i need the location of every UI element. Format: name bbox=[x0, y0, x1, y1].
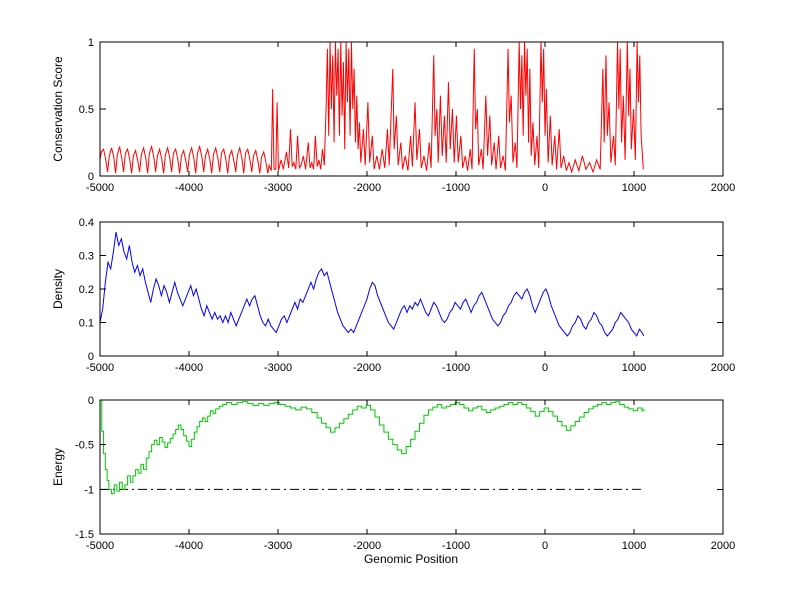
plot-background bbox=[100, 222, 723, 356]
x-tick-label: 1000 bbox=[622, 182, 646, 194]
axes-box bbox=[99, 221, 724, 357]
series-density bbox=[99, 231, 645, 337]
x-tick-label: -1000 bbox=[442, 182, 470, 194]
xlabel-genomic-position: Genomic Position bbox=[364, 552, 458, 566]
x-tick-label: -2000 bbox=[353, 182, 381, 194]
x-tick-label: -2000 bbox=[353, 362, 381, 374]
ylabel-density: Density bbox=[51, 269, 65, 309]
series-conservation bbox=[99, 41, 644, 174]
subplot-energy: -5000 -4000 -3000 -2000 -1000 0 1000 2000 -1.5 -1… bbox=[75, 395, 735, 552]
y-tick-label: 1 bbox=[88, 37, 94, 49]
subplot-density: -5000 -4000 -3000 -2000 -1000 0 1000 2000 0 0.1 0.… bbox=[79, 217, 736, 374]
x-tick-label: 1000 bbox=[622, 540, 646, 552]
y-tick-label: 0.2 bbox=[79, 284, 94, 296]
y-tick-label: 0 bbox=[88, 351, 94, 363]
x-tick-label: 1000 bbox=[622, 362, 646, 374]
x-tick-label: 2000 bbox=[711, 362, 735, 374]
x-tick-label: -2000 bbox=[353, 540, 381, 552]
x-tick-label: -4000 bbox=[175, 540, 203, 552]
x-tick-label: -3000 bbox=[264, 182, 292, 194]
ylabel-conservation-score: Conservation Score bbox=[51, 56, 65, 162]
x-tick-label: 0 bbox=[542, 362, 548, 374]
x-tick-label: -3000 bbox=[264, 540, 292, 552]
y-tick-label: 0 bbox=[88, 171, 94, 183]
y-tick-label: -1 bbox=[84, 484, 94, 496]
axes-box bbox=[99, 41, 724, 177]
x-tick-label: -1000 bbox=[442, 362, 470, 374]
ylabel-energy: Energy bbox=[51, 448, 65, 486]
y-tick-label: 0.1 bbox=[79, 318, 94, 330]
x-tick-label: -5000 bbox=[86, 362, 114, 374]
subplot-conservation-score: -5000 -4000 -3000 -2000 -1000 0 1000 2000 0 0.5 1 bbox=[79, 37, 736, 194]
x-tick-label: -5000 bbox=[86, 540, 114, 552]
y-tick-label: 0.3 bbox=[79, 251, 94, 263]
x-tick-label: 2000 bbox=[711, 182, 735, 194]
x-tick-label: -3000 bbox=[264, 362, 292, 374]
x-tick-label: 0 bbox=[542, 540, 548, 552]
x-tick-label: 0 bbox=[542, 182, 548, 194]
x-tick-label: 2000 bbox=[711, 540, 735, 552]
x-tick-label: -1000 bbox=[442, 540, 470, 552]
axes-box bbox=[99, 399, 724, 535]
y-tick-label: -0.5 bbox=[75, 440, 94, 452]
x-tick-label: -4000 bbox=[175, 182, 203, 194]
series-energy bbox=[100, 399, 645, 495]
x-tick-label: -5000 bbox=[86, 182, 114, 194]
y-tick-label: 0.4 bbox=[79, 217, 94, 229]
y-tick-label: -1.5 bbox=[75, 529, 94, 541]
x-tick-label: -4000 bbox=[175, 362, 203, 374]
y-tick-label: 0 bbox=[88, 395, 94, 407]
y-tick-label: 0.5 bbox=[79, 104, 94, 116]
plot-background bbox=[100, 400, 723, 534]
